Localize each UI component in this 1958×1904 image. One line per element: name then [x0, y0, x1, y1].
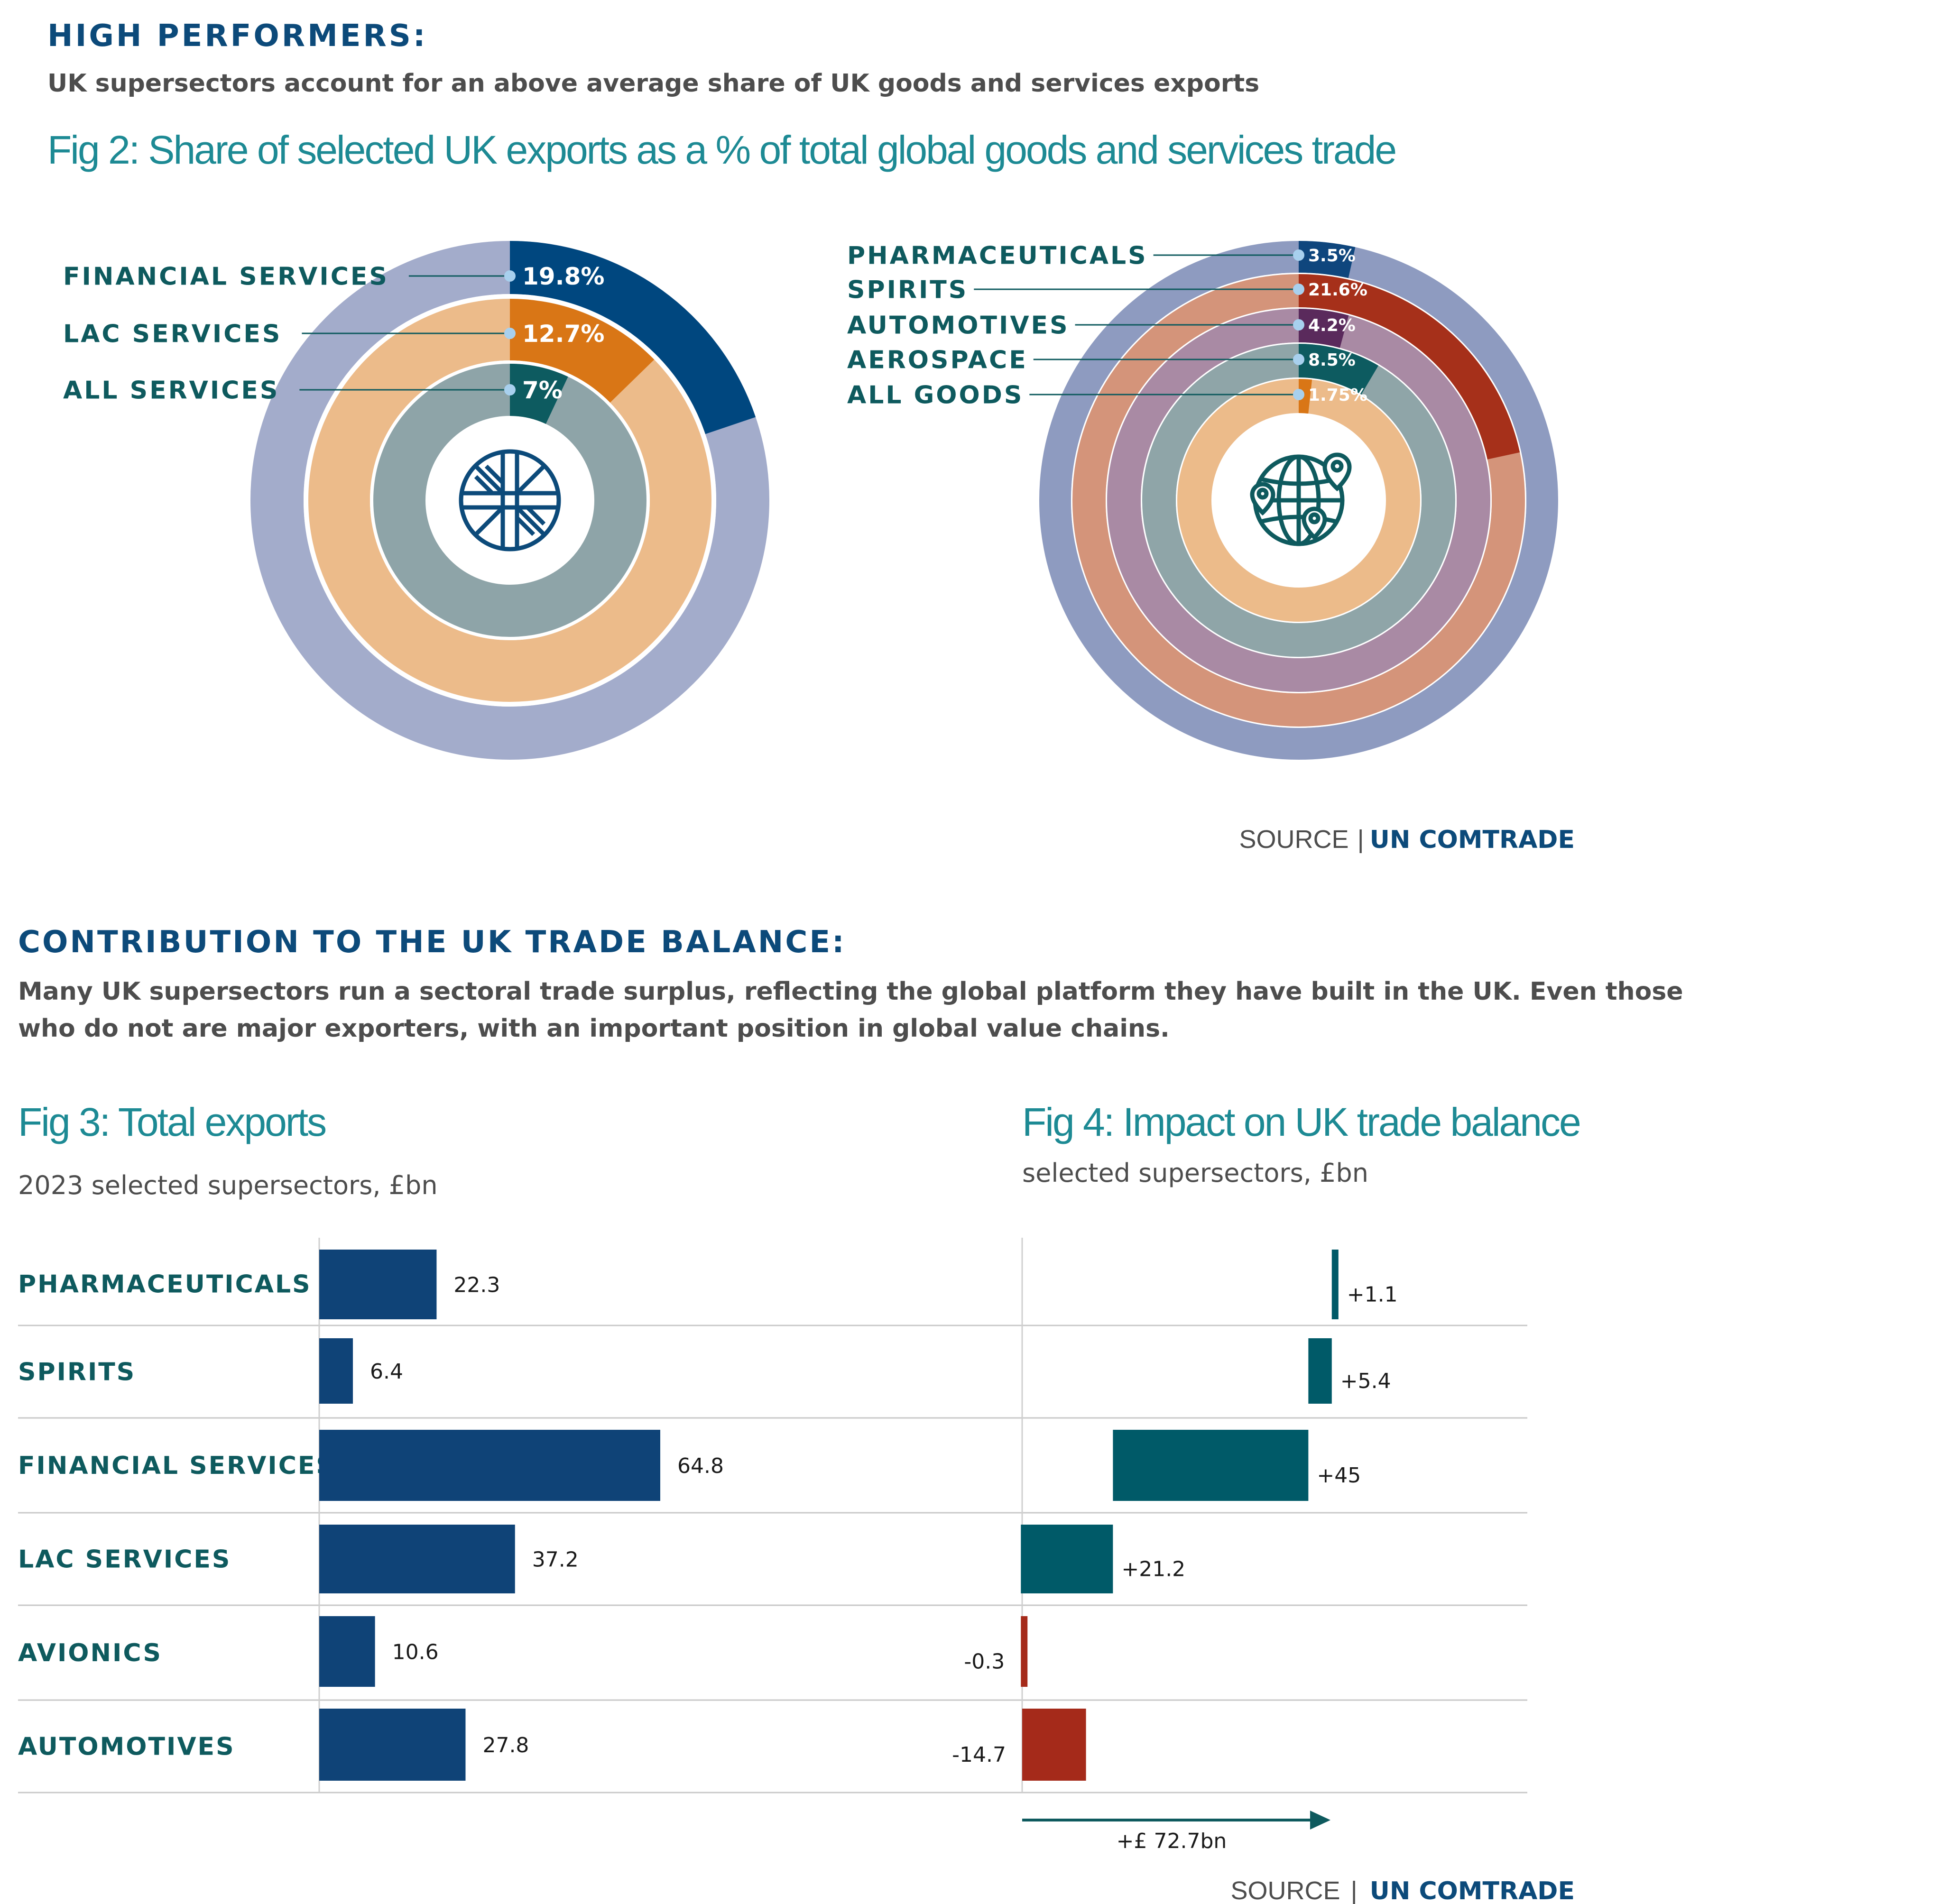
section1-subheading: UK supersectors account for an above ave… [47, 69, 1259, 98]
globe-pins-icon [1250, 452, 1352, 546]
ring-segment-spirits [1299, 274, 1520, 460]
ring-label-spirits: SPIRITS [847, 276, 968, 304]
ring-label-automotives: AUTOMOTIVES [847, 312, 1070, 340]
ring-value-aerospace: 8.5% [1308, 350, 1356, 370]
fig2-right-donut: PHARMACEUTICALS 3.5% SPIRITS 21.6% AUTOMOTIV… [847, 241, 1558, 760]
fig3-value-lac-services: 37.2 [532, 1548, 579, 1572]
uk-flag-icon [459, 449, 561, 552]
category-label-avionics: AVIONICS [18, 1639, 162, 1667]
leader-dot-all-goods [1293, 389, 1304, 400]
fig4-total-arrow [1022, 1811, 1330, 1830]
leader-dot-all-services [504, 384, 516, 396]
leader-dot-pharmaceuticals [1293, 249, 1304, 261]
fig3-value-pharmaceuticals: 22.3 [453, 1273, 500, 1297]
fig3-bar-lac-services [319, 1525, 515, 1593]
fig3-value-spirits: 6.4 [370, 1360, 403, 1384]
fig3-bar-pharmaceuticals [319, 1250, 437, 1319]
fig3-bar-spirits [319, 1338, 353, 1404]
category-label-lac-services: LAC SERVICES [18, 1545, 231, 1574]
leader-dot-automotives [1293, 319, 1304, 331]
ring-segment-all-services [510, 364, 568, 424]
ring-gap [304, 294, 716, 707]
ring-label-financial-services: FINANCIAL SERVICES [63, 263, 389, 291]
category-label-financial-services: FINANCIAL SERVICES [18, 1452, 335, 1480]
fig4-bar-pharmaceuticals [1331, 1250, 1339, 1319]
fig4-bar-automotives [1022, 1709, 1086, 1781]
ring-label-all-services: ALL SERVICES [63, 377, 279, 405]
ring-value-all-goods: 1.75% [1308, 386, 1367, 405]
category-label-automotives: AUTOMOTIVES [18, 1733, 235, 1761]
fig4-title: Fig 4: Impact on UK trade balance [1022, 1100, 1580, 1144]
fig4-bar-avionics [1021, 1616, 1028, 1687]
section2-body-line2: who do not are major exporters, with an … [18, 1014, 1170, 1043]
fig3-value-automotives: 27.8 [482, 1733, 529, 1757]
fig4-value-financial-services: +45 [1317, 1463, 1361, 1488]
ring-track-all-services [373, 364, 647, 637]
ring-value-lac-services: 12.7% [522, 320, 604, 348]
ring-segment-pharmaceuticals [1299, 241, 1356, 278]
fig3-value-financial-services: 64.8 [677, 1454, 724, 1478]
fig2-title: Fig 2: Share of selected UK exports as a… [47, 128, 1395, 172]
ring-value-spirits: 21.6% [1308, 280, 1367, 300]
leader-dot-lac-services [504, 328, 516, 339]
ring-label-aerospace: AEROSPACE [847, 346, 1028, 375]
ring-label-all-goods: ALL GOODS [847, 381, 1024, 410]
section2-body-line1: Many UK supersectors run a sectoral trad… [18, 977, 1683, 1006]
ring-value-financial-services: 19.8% [522, 263, 604, 290]
fig4-bar-spirits [1308, 1338, 1332, 1404]
ring-segment-all-goods [1299, 379, 1312, 414]
fig4-bar-financial-services [1113, 1430, 1309, 1501]
fig3-value-avionics: 10.6 [392, 1640, 439, 1665]
fig3-title: Fig 3: Total exports [18, 1100, 325, 1144]
ring-segment-lac-services [510, 299, 655, 403]
fig4-total-label: +£ 72.7bn [1117, 1829, 1227, 1853]
fig2-source: SOURCE | UN COMTRADE [1239, 825, 1575, 854]
fig3-fig4-bars: PHARMACEUTICALS 22.3 SPIRITS 6.4 FINANCIAL S… [18, 1238, 1527, 1794]
fig3-bar-avionics [319, 1616, 375, 1687]
fig4-value-spirits: +5.4 [1340, 1369, 1391, 1393]
fig4-value-pharmaceuticals: +1.1 [1347, 1283, 1398, 1307]
section2-heading: CONTRIBUTION TO THE UK TRADE BALANCE: [18, 925, 846, 960]
ring-value-all-services: 7% [522, 377, 563, 404]
fig3-bar-automotives [319, 1709, 466, 1781]
ring-value-automotives: 4.2% [1308, 316, 1356, 335]
category-label-spirits: SPIRITS [18, 1358, 136, 1387]
leader-dot-spirits [1293, 284, 1304, 295]
ring-segment-aerospace [1299, 344, 1378, 395]
fig3-bar-financial-services [319, 1430, 660, 1501]
ring-label-lac-services: LAC SERVICES [63, 320, 282, 349]
fig4-subtitle: selected supersectors, £bn [1022, 1158, 1368, 1188]
leader-dot-aerospace [1293, 354, 1304, 365]
fig4-bar-lac-services [1021, 1525, 1113, 1593]
fig4-value-automotives: -14.7 [952, 1743, 1006, 1767]
fig4-value-lac-services: +21.2 [1121, 1557, 1185, 1582]
fig4-value-avionics: -0.3 [964, 1650, 1005, 1674]
leader-dot-financial-services [504, 270, 516, 282]
fig2-left-donut: FINANCIAL SERVICES 19.8% LAC SERVICES 12.7%… [63, 241, 769, 760]
ring-label-pharmaceuticals: PHARMACEUTICALS [847, 242, 1148, 270]
category-label-pharmaceuticals: PHARMACEUTICALS [18, 1270, 312, 1299]
ring-segment-automotives [1299, 309, 1349, 348]
fig4-source: SOURCE | UN COMTRADE [1231, 1876, 1575, 1904]
ring-value-pharmaceuticals: 3.5% [1308, 246, 1356, 266]
ring-segment-financial-services [510, 241, 756, 434]
section1-heading: HIGH PERFORMERS: [47, 18, 427, 54]
fig3-subtitle: 2023 selected supersectors, £bn [18, 1170, 438, 1200]
